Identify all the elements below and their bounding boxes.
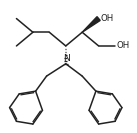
Polygon shape — [82, 17, 100, 32]
Text: N: N — [63, 54, 70, 63]
Text: OH: OH — [100, 14, 114, 23]
Text: OH: OH — [117, 41, 130, 50]
